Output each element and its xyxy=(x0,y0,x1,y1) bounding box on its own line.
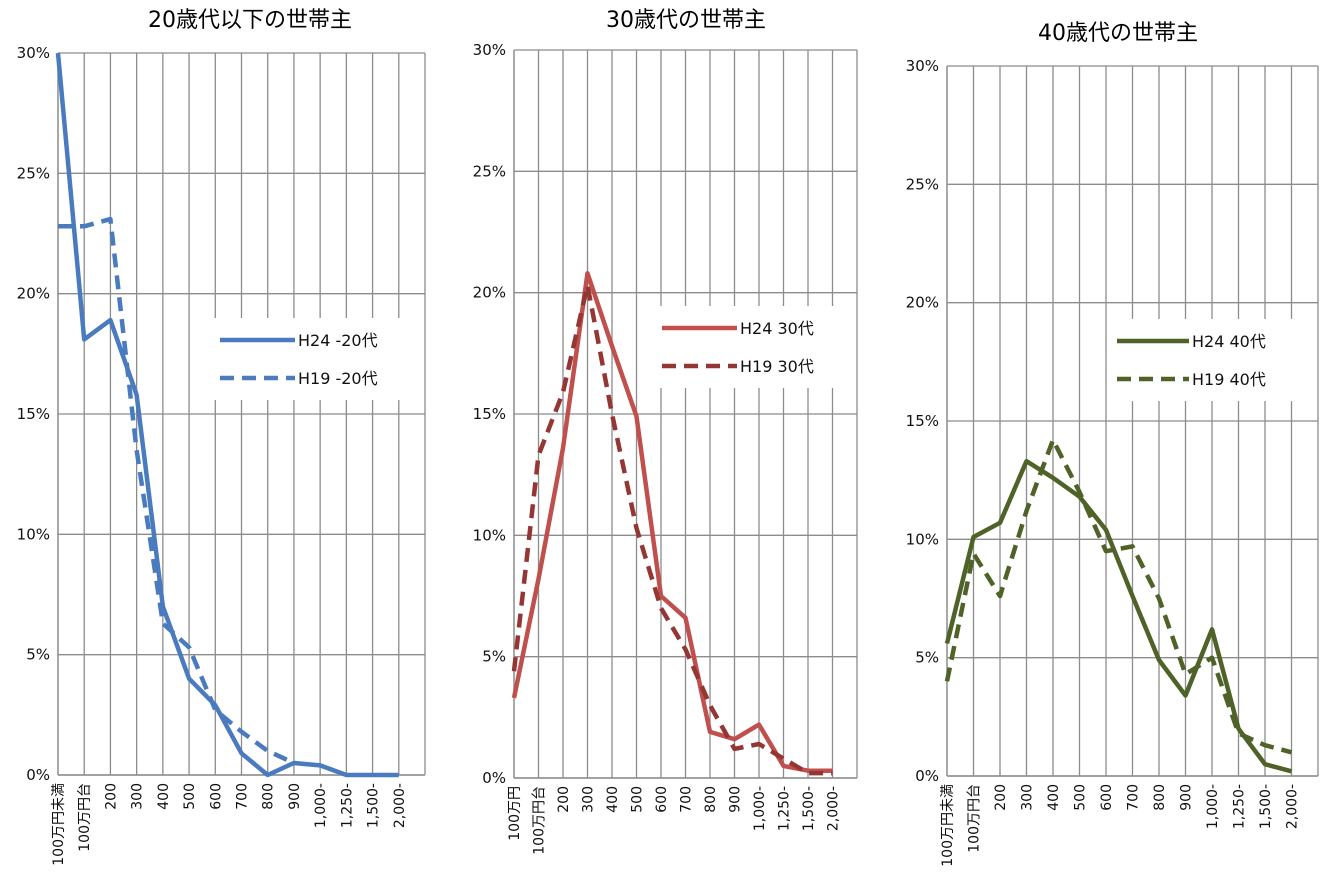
x-tick-label: 100万円未満 xyxy=(51,783,67,866)
y-tick-label: 20% xyxy=(473,284,506,302)
chart-panel-2: 0% 5% 10% 15% 20% 25% 30% 100万円 100万円台 200 300 400 5… xyxy=(473,8,858,855)
legend: H24 -20代 H19 -20代 xyxy=(212,318,412,400)
legend-background xyxy=(654,306,854,388)
y-tick-label: 30% xyxy=(906,57,939,75)
x-tick-label: 1,500- xyxy=(801,786,817,831)
y-tick-label: 10% xyxy=(17,525,50,543)
x-tick-label: 100万円台 xyxy=(77,783,93,852)
x-tick-label: 200 xyxy=(103,783,119,810)
x-tick-label: 100万円 xyxy=(507,786,523,841)
series-line-h24 xyxy=(511,271,833,773)
legend-label: H19 30代 xyxy=(740,357,814,376)
y-tick-label: 5% xyxy=(26,646,50,664)
y-tick-label: 10% xyxy=(473,526,506,544)
legend-background xyxy=(1109,319,1306,401)
series-line-h19 xyxy=(511,283,833,776)
x-tick-label: 300 xyxy=(581,786,597,813)
y-tick-label: 5% xyxy=(482,648,506,666)
chart-title: 40歳代の世帯主 xyxy=(1038,21,1198,46)
y-tick-label: 25% xyxy=(17,164,50,182)
x-tick-label: 700 xyxy=(1126,784,1142,811)
series-line-h19 xyxy=(58,216,295,766)
y-tick-label: 5% xyxy=(915,649,939,667)
x-tick-label: 500 xyxy=(630,786,646,813)
x-tick-label: 200 xyxy=(556,786,572,813)
x-tick-label: 1,000- xyxy=(313,783,329,828)
x-tick-label: 1,500- xyxy=(1258,784,1274,829)
y-tick-label: 15% xyxy=(906,412,939,430)
x-tick-label: 300 xyxy=(1020,784,1036,811)
y-tick-label: 20% xyxy=(906,294,939,312)
legend-label: H24 40代 xyxy=(1192,332,1266,351)
x-tick-label: 700 xyxy=(679,786,695,813)
x-tick-label: 1,250- xyxy=(339,783,355,828)
x-tick-label: 1,250- xyxy=(1232,784,1248,829)
y-tick-label: 30% xyxy=(17,44,50,62)
x-tick-label: 100万円未満 xyxy=(940,784,956,867)
y-tick-label: 30% xyxy=(473,41,506,59)
legend: H24 30代 H19 30代 xyxy=(654,306,854,388)
x-tick-label: 600 xyxy=(654,786,670,813)
x-tick-label: 1,250- xyxy=(777,786,793,831)
x-tick-label: 900 xyxy=(728,786,744,813)
x-tick-label: 700 xyxy=(235,783,251,810)
x-tick-label: 100万円台 xyxy=(967,784,983,853)
x-tick-label: 400 xyxy=(1046,784,1062,811)
chart-panel-1: 0% 5% 10% 15% 20% 25% 30% 100万円未満 100万円台 200 300 40… xyxy=(17,8,426,866)
legend-label: H24 30代 xyxy=(740,319,814,338)
legend: H24 40代 H19 40代 xyxy=(1109,319,1306,401)
legend-label: H19 40代 xyxy=(1192,370,1266,389)
series-line-h24 xyxy=(944,458,1293,774)
x-tick-label: 300 xyxy=(130,783,146,810)
x-tick-label: 500 xyxy=(1073,784,1089,811)
x-tick-label: 900 xyxy=(287,783,303,810)
x-tick-label: 200 xyxy=(993,784,1009,811)
x-tick-label: 500 xyxy=(182,783,198,810)
chart-panel-3: 0% 5% 10% 15% 20% 25% 30% 100万円未満 100万円台 200 300 40… xyxy=(906,21,1319,867)
x-tick-label: 100万円台 xyxy=(532,786,548,855)
x-tick-label: 800 xyxy=(1152,784,1168,811)
y-tick-label: 15% xyxy=(17,405,50,423)
x-tick-label: 800 xyxy=(261,783,277,810)
chart-title: 20歳代以下の世帯主 xyxy=(148,8,352,33)
y-tick-label: 20% xyxy=(17,285,50,303)
chart-title: 30歳代の世帯主 xyxy=(606,8,766,33)
y-tick-label: 25% xyxy=(473,162,506,180)
x-tick-label: 400 xyxy=(156,783,172,810)
y-tick-label: 0% xyxy=(915,767,939,785)
y-tick-label: 0% xyxy=(26,766,50,784)
x-tick-label: 400 xyxy=(605,786,621,813)
x-tick-label: 2,000- xyxy=(392,783,408,828)
x-tick-label: 900 xyxy=(1179,784,1195,811)
x-tick-label: 2,000- xyxy=(1285,784,1301,829)
x-tick-label: 2,000- xyxy=(826,786,842,831)
x-tick-label: 800 xyxy=(703,786,719,813)
x-tick-label: 1,500- xyxy=(366,783,382,828)
y-tick-label: 15% xyxy=(473,405,506,423)
x-tick-label: 1,000- xyxy=(1205,784,1221,829)
legend-label: H19 -20代 xyxy=(298,369,378,388)
x-tick-label: 600 xyxy=(1099,784,1115,811)
y-tick-label: 0% xyxy=(482,769,506,787)
y-tick-label: 25% xyxy=(906,175,939,193)
y-tick-label: 10% xyxy=(906,530,939,548)
x-tick-label: 1,000- xyxy=(752,786,768,831)
legend-label: H24 -20代 xyxy=(298,331,378,350)
x-tick-label: 600 xyxy=(208,783,224,810)
series-line-h24 xyxy=(55,52,399,778)
legend-background xyxy=(212,318,412,400)
series-line-h19 xyxy=(944,437,1293,755)
